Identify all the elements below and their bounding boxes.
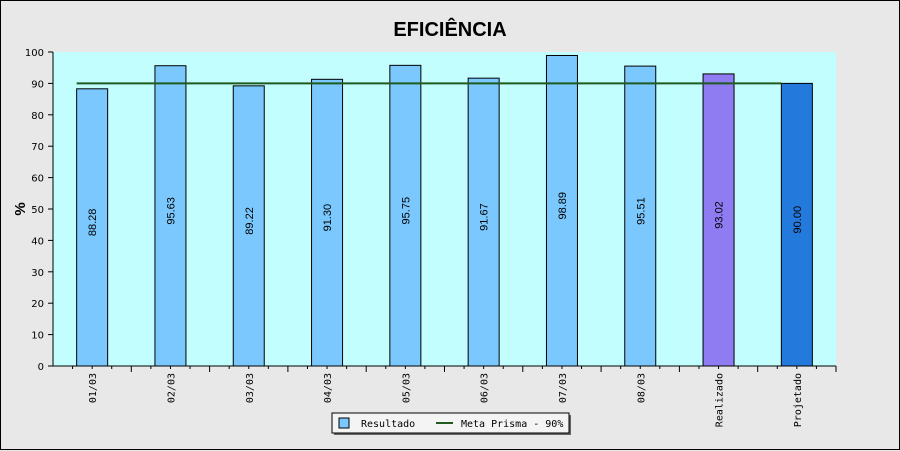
x-tick-label: 07/03: [558, 373, 569, 403]
bar: [232, 85, 265, 367]
bar-value-label: 95.75: [400, 197, 412, 225]
bar-value-label: 88.28: [87, 209, 99, 237]
bar: [702, 73, 735, 367]
y-tick-label: 20: [31, 299, 44, 310]
bar: [467, 77, 500, 367]
y-axis-label: %: [12, 202, 29, 215]
y-tick-label: 0: [38, 362, 44, 373]
legend: Resultado Meta Prisma - 90%: [331, 412, 571, 435]
y-tick-label: 70: [31, 142, 44, 153]
x-tick-label: 03/03: [245, 373, 256, 403]
y-tick-label: 10: [31, 331, 44, 342]
legend-label-resultado: Resultado: [361, 419, 415, 430]
bar: [624, 65, 657, 367]
x-tick-label: Realizado: [715, 373, 726, 427]
bar-value-label: 93.02: [714, 201, 726, 229]
x-tick-label: Projetado: [793, 373, 804, 427]
x-tick-label: 08/03: [636, 373, 647, 403]
bar: [780, 82, 813, 367]
bar: [311, 78, 344, 367]
axes-group: 0 10 20 30 40 50 60 70 80 90 100 01/03 02/03 03/03 04/…: [25, 48, 837, 427]
bar: [545, 54, 578, 367]
bar-value-label: 98.89: [557, 192, 569, 220]
bar-value-label: 95.63: [165, 197, 177, 225]
bars-group: 88.28 95.63 89.22 91.30 95.75 91.67 98.89 95.51…: [76, 54, 813, 367]
bar-value-label: 89.22: [244, 207, 256, 235]
y-tick-label: 100: [25, 48, 44, 59]
x-tick-label: 01/03: [88, 373, 99, 403]
legend-label-meta: Meta Prisma - 90%: [461, 419, 563, 430]
x-tick-label: 05/03: [401, 373, 412, 403]
bar: [389, 64, 422, 367]
bar-value-label: 95.51: [635, 197, 647, 225]
bar-value-label: 91.30: [322, 204, 334, 232]
bar-value-label: 90.00: [792, 206, 804, 234]
bar: [76, 88, 109, 367]
x-tick-label: 06/03: [480, 373, 491, 403]
y-tick-label: 30: [31, 268, 44, 279]
y-tick-label: 80: [31, 111, 44, 122]
x-tick-label: 02/03: [166, 373, 177, 403]
y-tick-label: 90: [31, 79, 44, 90]
y-tick-label: 50: [31, 205, 44, 216]
x-tick-label: 04/03: [323, 373, 334, 403]
bar-value-label: 91.67: [479, 203, 491, 231]
chart-title: EFICIÊNCIA: [393, 17, 506, 41]
legend-swatch-resultado: [338, 417, 350, 429]
bar: [154, 65, 187, 367]
y-tick-label: 60: [31, 174, 44, 185]
y-tick-label: 40: [31, 236, 44, 247]
